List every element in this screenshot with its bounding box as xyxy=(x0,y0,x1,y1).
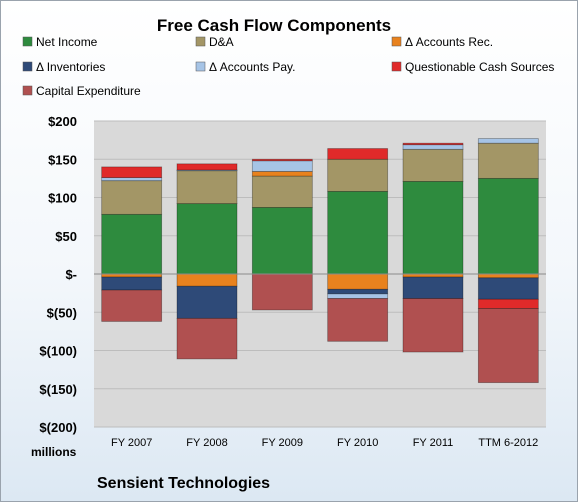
legend-swatch xyxy=(195,61,206,72)
legend: Net Income D&A Δ Accounts Rec. Δ Inventorie… xyxy=(22,35,554,98)
x-tick-label: FY 2008 xyxy=(186,437,227,449)
x-tick-label: FY 2009 xyxy=(262,437,303,449)
bar-segment xyxy=(402,181,464,275)
bar-segment xyxy=(251,158,313,162)
unit-label: millions xyxy=(31,445,77,459)
legend-label: Net Income xyxy=(36,35,98,49)
company-name: Sensient Technologies xyxy=(97,475,270,492)
bar-segment xyxy=(477,177,539,275)
bars xyxy=(94,138,546,384)
bar-segment xyxy=(402,144,464,150)
chart-title: Free Cash Flow Components xyxy=(157,16,391,35)
y-tick-label: $50 xyxy=(55,229,77,244)
bar-segment xyxy=(101,166,163,179)
y-tick-label: $- xyxy=(65,267,77,282)
y-tick-label: $150 xyxy=(48,152,77,167)
legend-label: Δ Accounts Rec. xyxy=(405,35,493,49)
y-tick-label: $(200) xyxy=(39,420,77,435)
x-tick-label: FY 2010 xyxy=(337,437,378,449)
y-tick-label: $(150) xyxy=(39,382,77,397)
bar-segment xyxy=(477,308,539,384)
legend-swatch xyxy=(391,36,402,47)
x-axis: FY 2007 FY 2008 FY 2009 FY 2010 FY 2011 TTM 6… xyxy=(111,437,538,449)
bar-segment xyxy=(251,160,313,172)
bar-segment xyxy=(402,298,464,353)
bar-segment xyxy=(327,148,389,160)
legend-label: Capital Expenditure xyxy=(36,84,141,98)
legend-label: Δ Accounts Pay. xyxy=(209,60,296,74)
bar-segment xyxy=(402,276,464,299)
bar-segment xyxy=(477,277,539,300)
bar-segment xyxy=(327,293,389,299)
x-tick-label: FY 2007 xyxy=(111,437,152,449)
bar-segment xyxy=(327,158,389,192)
bar-segment xyxy=(176,163,238,171)
y-tick-label: $(100) xyxy=(39,344,77,359)
bar-segment xyxy=(327,273,389,290)
x-tick-label: TTM 6-2012 xyxy=(478,437,538,449)
y-tick-label: $(50) xyxy=(47,305,77,320)
bar-segment xyxy=(477,138,539,144)
legend-swatch xyxy=(22,36,33,47)
bar-segment xyxy=(251,171,313,177)
legend-label: Δ Inventories xyxy=(36,60,105,74)
bar-segment xyxy=(176,169,238,172)
bar-segment xyxy=(176,203,238,275)
legend-swatch xyxy=(22,85,33,96)
legend-label: Questionable Cash Sources xyxy=(405,60,554,74)
legend-swatch xyxy=(22,61,33,72)
bar-segment xyxy=(101,276,163,291)
legend-label: D&A xyxy=(209,35,234,49)
bar-segment xyxy=(101,180,163,215)
bar-segment xyxy=(477,142,539,179)
bar-segment xyxy=(176,170,238,205)
y-tick-label: $100 xyxy=(48,191,77,206)
y-tick-label: $200 xyxy=(48,114,77,129)
bar-segment xyxy=(477,273,539,279)
bar-segment xyxy=(101,213,163,275)
bar-segment xyxy=(176,317,238,360)
bar-segment xyxy=(101,177,163,182)
bar-segment xyxy=(327,298,389,342)
bar-segment xyxy=(327,190,389,275)
bar-segment xyxy=(251,207,313,275)
bar-segment xyxy=(251,175,313,208)
bar-segment xyxy=(251,273,313,311)
bar-segment xyxy=(101,289,163,322)
bar-segment xyxy=(327,288,389,295)
bar-segment xyxy=(176,273,238,287)
legend-swatch xyxy=(391,61,402,72)
legend-swatch xyxy=(195,36,206,47)
bar-segment xyxy=(402,142,464,146)
x-tick-label: FY 2011 xyxy=(413,437,454,449)
bar-segment xyxy=(176,285,238,319)
bar-segment xyxy=(477,298,539,309)
bar-segment xyxy=(402,148,464,182)
